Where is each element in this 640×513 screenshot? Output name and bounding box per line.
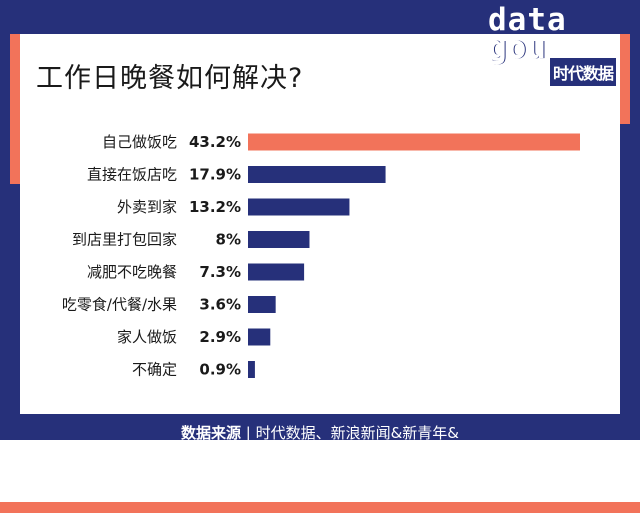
logo-wordmark: data gou	[488, 2, 567, 66]
accent-bar-left	[10, 34, 20, 184]
logo-word-line1: data	[488, 2, 567, 38]
value-label: 7.3%	[199, 263, 241, 281]
bar-chart: 自己做饭吃 43.2% 直接在饭店吃 17.9% 外卖到家 13.2% 到店里打包回家 8% 减…	[62, 133, 580, 379]
chart-title: 工作日晚餐如何解决?	[36, 63, 304, 94]
category-label: 自己做饭吃	[102, 133, 177, 151]
bar	[248, 328, 271, 346]
value-label: 17.9%	[189, 166, 241, 184]
accent-bar-right	[620, 34, 630, 124]
value-label: 43.2%	[189, 133, 241, 151]
footer-source: 数据来源 | 时代数据、新浪新闻&新青年& 答对《测测你对未来AI竞争力》调查问…	[0, 420, 640, 502]
bar	[248, 296, 276, 313]
datagou-logo: data gou 时代数据	[488, 4, 636, 92]
category-label: 家人做饭	[117, 328, 177, 346]
source-separator: |	[245, 424, 251, 442]
value-label: 2.9%	[199, 328, 241, 346]
chart-card	[20, 34, 620, 414]
bar	[248, 133, 580, 151]
logo-cn-text: 时代数据	[548, 56, 619, 88]
bar	[248, 198, 350, 216]
category-label: 外卖到家	[117, 198, 177, 216]
bar	[248, 263, 305, 281]
category-label: 减肥不吃晚餐	[87, 263, 177, 281]
category-label: 不确定	[132, 361, 177, 379]
category-label: 吃零食/代餐/水果	[62, 296, 177, 314]
value-label: 13.2%	[189, 198, 241, 216]
category-label: 到店里打包回家	[72, 231, 177, 249]
bar	[248, 231, 310, 248]
source-text-line2: 答对《测测你对未来AI竞争力》调查问卷	[185, 450, 455, 468]
footer-accent-strip	[0, 502, 640, 513]
footer-line1: 数据来源 | 时代数据、新浪新闻&新青年&	[0, 420, 640, 446]
value-label: 8%	[216, 231, 241, 249]
source-label: 数据来源	[180, 424, 241, 442]
logo-word-line2: gou	[488, 30, 547, 66]
bar	[248, 166, 386, 183]
value-label: 3.6%	[199, 296, 241, 314]
bar	[248, 361, 255, 378]
source-text-line1: 时代数据、新浪新闻&新青年&	[255, 424, 460, 442]
value-label: 0.9%	[199, 361, 241, 379]
category-label: 直接在饭店吃	[87, 166, 177, 184]
